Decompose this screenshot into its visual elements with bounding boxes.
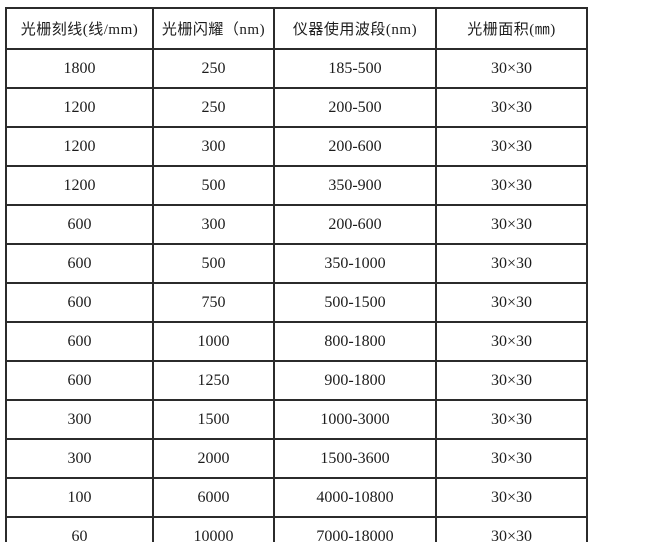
table-cell: 30×30 [435,360,588,401]
table-cell: 30×30 [435,126,588,167]
table-cell: 2000 [152,438,275,479]
table-cell: 30×30 [435,477,588,518]
table-row: 60 10000 7000-18000 30×30 [5,516,588,542]
table-cell: 900-1800 [273,360,437,401]
table-cell: 1200 [5,165,154,206]
table-cell: 100 [5,477,154,518]
header-cell-grating-blaze: 光栅闪耀（nm) [152,7,275,50]
table-row: 600 500 350-1000 30×30 [5,243,588,284]
table-cell: 30×30 [435,321,588,362]
table-cell: 6000 [152,477,275,518]
table-row: 600 750 500-1500 30×30 [5,282,588,323]
table-cell: 600 [5,204,154,245]
table-cell: 1500-3600 [273,438,437,479]
table-cell: 7000-18000 [273,516,437,542]
table-row: 600 300 200-600 30×30 [5,204,588,245]
table-cell: 300 [152,126,275,167]
table-cell: 30×30 [435,165,588,206]
table-cell: 600 [5,282,154,323]
header-row: 光栅刻线(线/mm) 光栅闪耀（nm) 仪器使用波段(nm) 光栅面积(㎜) [5,7,588,50]
table-row: 600 1000 800-1800 30×30 [5,321,588,362]
table-row: 1200 500 350-900 30×30 [5,165,588,206]
table-cell: 4000-10800 [273,477,437,518]
table-row: 1800 250 185-500 30×30 [5,48,588,89]
table-cell: 1800 [5,48,154,89]
table-cell: 500 [152,165,275,206]
table-row: 100 6000 4000-10800 30×30 [5,477,588,518]
table-cell: 60 [5,516,154,542]
table-cell: 30×30 [435,243,588,284]
table-cell: 1500 [152,399,275,440]
table-cell: 30×30 [435,399,588,440]
header-cell-instrument-waveband: 仪器使用波段(nm) [273,7,437,50]
table-cell: 30×30 [435,87,588,128]
grating-spec-table: 光栅刻线(线/mm) 光栅闪耀（nm) 仪器使用波段(nm) 光栅面积(㎜) 1… [5,7,588,542]
table-cell: 1000 [152,321,275,362]
table-cell: 200-600 [273,204,437,245]
table-row: 1200 250 200-500 30×30 [5,87,588,128]
table-cell: 500-1500 [273,282,437,323]
table-cell: 600 [5,360,154,401]
table-cell: 30×30 [435,48,588,89]
table-row: 300 1500 1000-3000 30×30 [5,399,588,440]
table-cell: 200-600 [273,126,437,167]
table-cell: 1000-3000 [273,399,437,440]
table-cell: 1200 [5,87,154,128]
table-cell: 185-500 [273,48,437,89]
table-cell: 300 [5,399,154,440]
table-cell: 30×30 [435,282,588,323]
table-cell: 300 [5,438,154,479]
table-cell: 250 [152,87,275,128]
table-row: 300 2000 1500-3600 30×30 [5,438,588,479]
table-cell: 10000 [152,516,275,542]
table-cell: 250 [152,48,275,89]
table-cell: 1200 [5,126,154,167]
table-cell: 750 [152,282,275,323]
table-cell: 30×30 [435,438,588,479]
table-cell: 350-1000 [273,243,437,284]
header-cell-grating-lines: 光栅刻线(线/mm) [5,7,154,50]
table-cell: 200-500 [273,87,437,128]
table-cell: 800-1800 [273,321,437,362]
table-cell: 30×30 [435,204,588,245]
table-cell: 1250 [152,360,275,401]
table-cell: 30×30 [435,516,588,542]
table-row: 600 1250 900-1800 30×30 [5,360,588,401]
table-cell: 600 [5,321,154,362]
table-row: 1200 300 200-600 30×30 [5,126,588,167]
table-cell: 500 [152,243,275,284]
table-body: 1800 250 185-500 30×30 1200 250 200-500 30×30 12… [5,48,588,542]
table-cell: 350-900 [273,165,437,206]
header-cell-grating-area: 光栅面积(㎜) [435,7,588,50]
table-cell: 300 [152,204,275,245]
table-cell: 600 [5,243,154,284]
